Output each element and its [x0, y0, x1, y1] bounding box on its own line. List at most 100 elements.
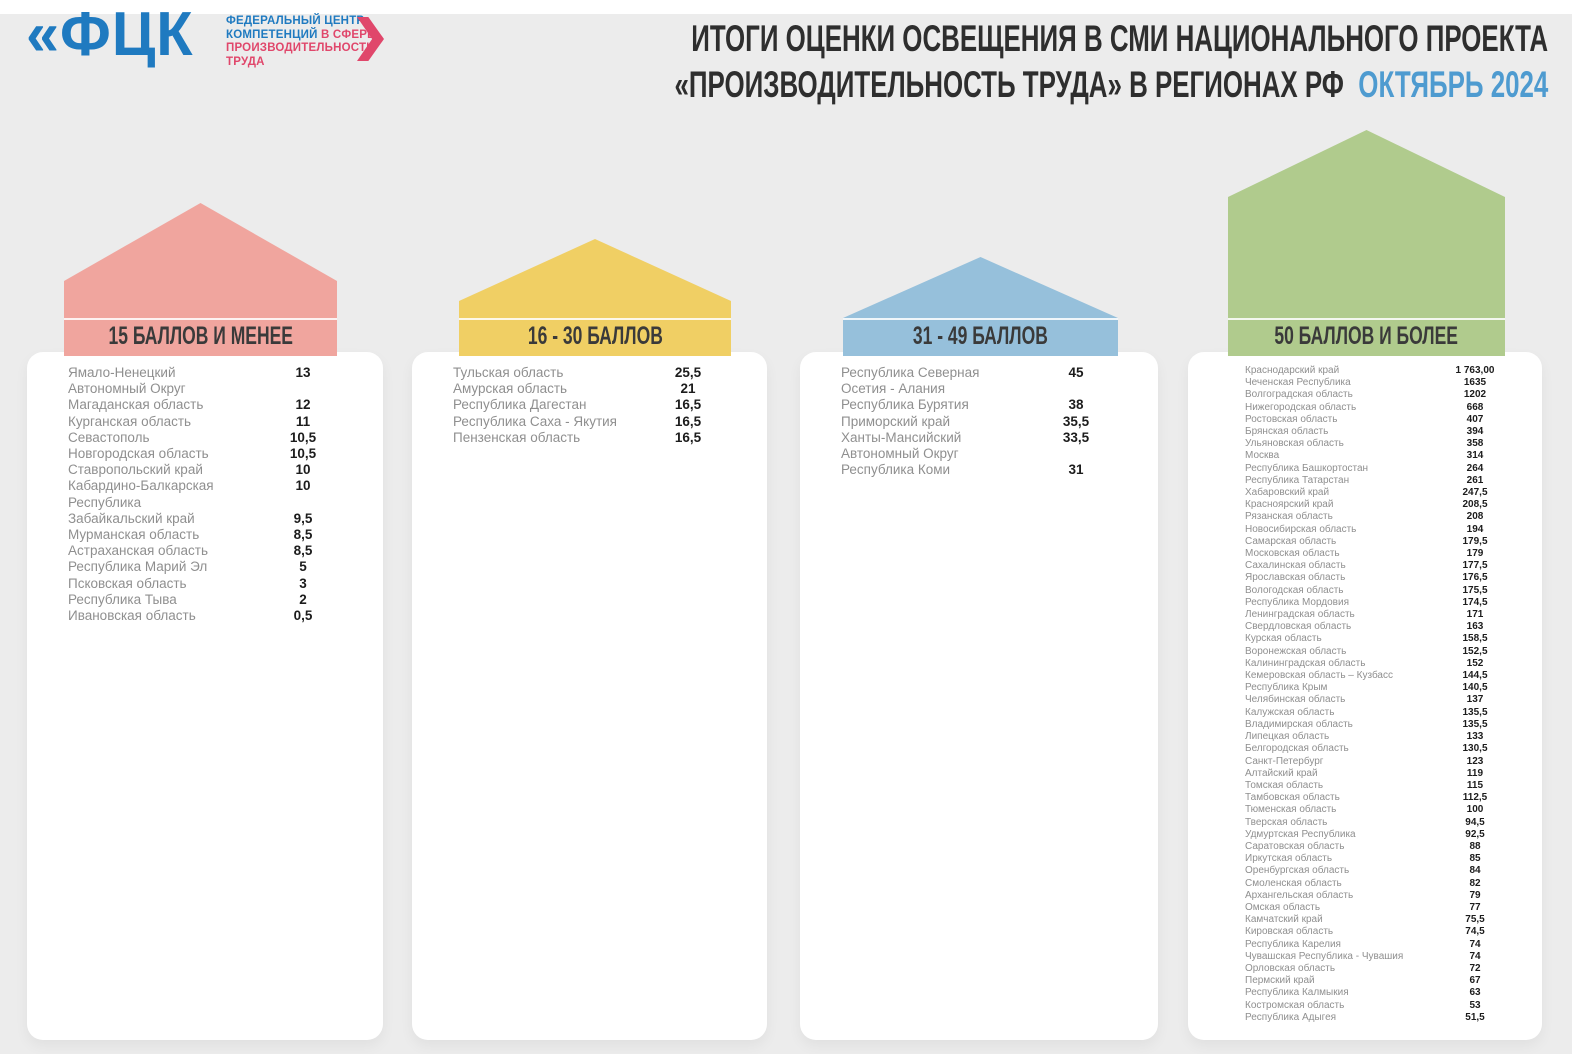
region-row: Чеченская Республика 1635 — [1188, 377, 1542, 389]
region-score: 171 — [1466, 609, 1484, 621]
region-score: 152 — [1466, 657, 1484, 669]
region-name: Хабаровский край — [1245, 487, 1330, 499]
roof-divider-line — [1228, 318, 1505, 320]
region-name: Рязанская область — [1245, 511, 1333, 523]
region-score: 1635 — [1463, 377, 1487, 389]
region-row: Курская область 158,5 — [1188, 633, 1542, 645]
region-score: 1 763,00 — [1455, 365, 1495, 376]
region-score: 79 — [1469, 889, 1481, 901]
region-score: 668 — [1466, 401, 1484, 413]
title-line-2: «ПРОИЗВОДИТЕЛЬНОСТЬ ТРУДА» В РЕГИОНАХ РФ… — [300, 62, 1548, 108]
region-name: Псковская область — [68, 575, 187, 591]
region-name: Мурманская область — [68, 527, 200, 543]
region-score: 63 — [1469, 987, 1481, 999]
region-row: Республика Северная Осетия - Алания 45 — [800, 365, 1158, 397]
region-row: Рязанская область 208 — [1188, 511, 1542, 523]
region-score: 5 — [299, 559, 307, 575]
region-name: Республика Татарстан — [1245, 474, 1350, 486]
region-name: Республика Башкортостан — [1245, 462, 1369, 474]
region-row: Республика Тыва 2 — [27, 592, 383, 608]
region-score: 84 — [1469, 865, 1481, 877]
region-row: Алтайский край 119 — [1188, 768, 1542, 780]
region-score: 261 — [1466, 474, 1484, 486]
category-house: 16 - 30 БАЛЛОВ — [459, 239, 731, 356]
region-row: Владимирская область 135,5 — [1188, 719, 1542, 731]
region-score: 175,5 — [1462, 584, 1488, 596]
category-label: 16 - 30 БАЛЛОВ — [459, 319, 731, 353]
region-name: Челябинская область — [1245, 694, 1346, 706]
region-name: Кабардино-Балкарская Республика — [68, 478, 214, 510]
region-score: 51,5 — [1465, 1011, 1485, 1023]
region-name: Ростовская область — [1245, 413, 1338, 425]
region-name: Приморский край — [841, 413, 951, 429]
region-name: Архангельская область — [1245, 889, 1354, 901]
logo-caption-segment: ТРУДА — [226, 55, 265, 68]
region-score: 112,5 — [1462, 792, 1488, 804]
region-row: Мурманская область 8,5 — [27, 527, 383, 543]
region-score: 13 — [295, 365, 311, 380]
region-row: Московская область 179 — [1188, 548, 1542, 560]
region-name: Кемеровская область – Кузбасс — [1245, 670, 1393, 682]
region-row: Оренбургская область 84 — [1188, 865, 1542, 877]
region-name: Ленинградская область — [1245, 609, 1355, 621]
region-row: Новосибирская область 194 — [1188, 524, 1542, 536]
region-row: Кабардино-Балкарская Республика 10 — [27, 478, 383, 510]
region-score: 0,5 — [293, 608, 313, 624]
region-row: Ростовская область 407 — [1188, 414, 1542, 426]
region-row: Республика Адыгея 51,5 — [1188, 1012, 1542, 1024]
region-row: Забайкальский край 9,5 — [27, 511, 383, 527]
region-name: Новгородская область — [68, 446, 209, 462]
region-score: 123 — [1466, 755, 1484, 767]
region-row: Приморский край 35,5 — [800, 414, 1158, 430]
region-row: Брянская область 394 — [1188, 426, 1542, 438]
region-name: Костромская область — [1245, 999, 1345, 1011]
region-name: Московская область — [1245, 548, 1340, 560]
region-row: Ставропольский край 10 — [27, 462, 383, 478]
category-house: 15 БАЛЛОВ И МЕНЕЕ — [64, 203, 337, 356]
region-name: Владимирская область — [1245, 718, 1353, 730]
region-row: Томская область 115 — [1188, 780, 1542, 792]
title-line-1: ИТОГИ ОЦЕНКИ ОСВЕЩЕНИЯ В СМИ НАЦИОНАЛЬНО… — [691, 18, 1548, 59]
region-score: 135,5 — [1462, 718, 1488, 730]
region-name: Астраханская область — [68, 543, 209, 559]
region-row: Хабаровский край 247,5 — [1188, 487, 1542, 499]
region-name: Ставропольский край — [68, 462, 203, 478]
region-row: Челябинская область 137 — [1188, 694, 1542, 706]
region-score: 16,5 — [674, 429, 702, 445]
region-row: Свердловская область 163 — [1188, 621, 1542, 633]
region-name: Воронежская область — [1245, 645, 1347, 657]
region-score: 45 — [1068, 365, 1084, 380]
region-name: Забайкальский край — [68, 510, 195, 526]
category-house: 50 БАЛЛОВ И БОЛЕЕ — [1228, 130, 1505, 356]
region-name: Смоленская область — [1245, 877, 1342, 889]
region-score: 11 — [295, 413, 311, 429]
region-score: 133 — [1466, 731, 1484, 743]
region-name: Магаданская область — [68, 397, 204, 413]
region-name: Чувашская Республика - Чувашия — [1245, 950, 1404, 962]
logo-caption-segment: ПРОИЗВОДИТЕЛЬНОСТИ — [226, 42, 375, 54]
region-score: 158,5 — [1462, 633, 1488, 645]
region-row: Вологодская область 175,5 — [1188, 585, 1542, 597]
category-card: Краснодарский край 1 763,00 Чеченская Респ… — [1188, 352, 1542, 1040]
region-name: Краснодарский край — [1245, 365, 1340, 376]
region-row: Архангельская область 79 — [1188, 890, 1542, 902]
title-period: ОКТЯБРЬ 2024 — [1357, 64, 1548, 105]
region-row: Псковская область 3 — [27, 576, 383, 592]
region-name: Республика Дагестан — [453, 397, 587, 413]
region-score: 137 — [1466, 694, 1484, 706]
region-score: 35,5 — [1062, 413, 1090, 429]
region-name: Санкт-Петербург — [1245, 755, 1324, 767]
region-name: Камчатский край — [1245, 914, 1323, 926]
region-row: Ульяновская область 358 — [1188, 438, 1542, 450]
region-score: 176,5 — [1462, 572, 1488, 584]
region-row: Астраханская область 8,5 — [27, 543, 383, 559]
region-row: Ярославская область 176,5 — [1188, 572, 1542, 584]
region-row: Самарская область 179,5 — [1188, 536, 1542, 548]
category-card: Тульская область 25,5 Амурская область 21 Ре… — [412, 352, 767, 1040]
region-name: Вологодская область — [1245, 584, 1344, 596]
region-name: Республика Саха - Якутия — [453, 413, 617, 429]
region-row: Орловская область 72 — [1188, 963, 1542, 975]
logo-caption-segment: КОМПЕТЕНЦИЙ — [226, 28, 322, 41]
region-name: Москва — [1245, 450, 1280, 462]
